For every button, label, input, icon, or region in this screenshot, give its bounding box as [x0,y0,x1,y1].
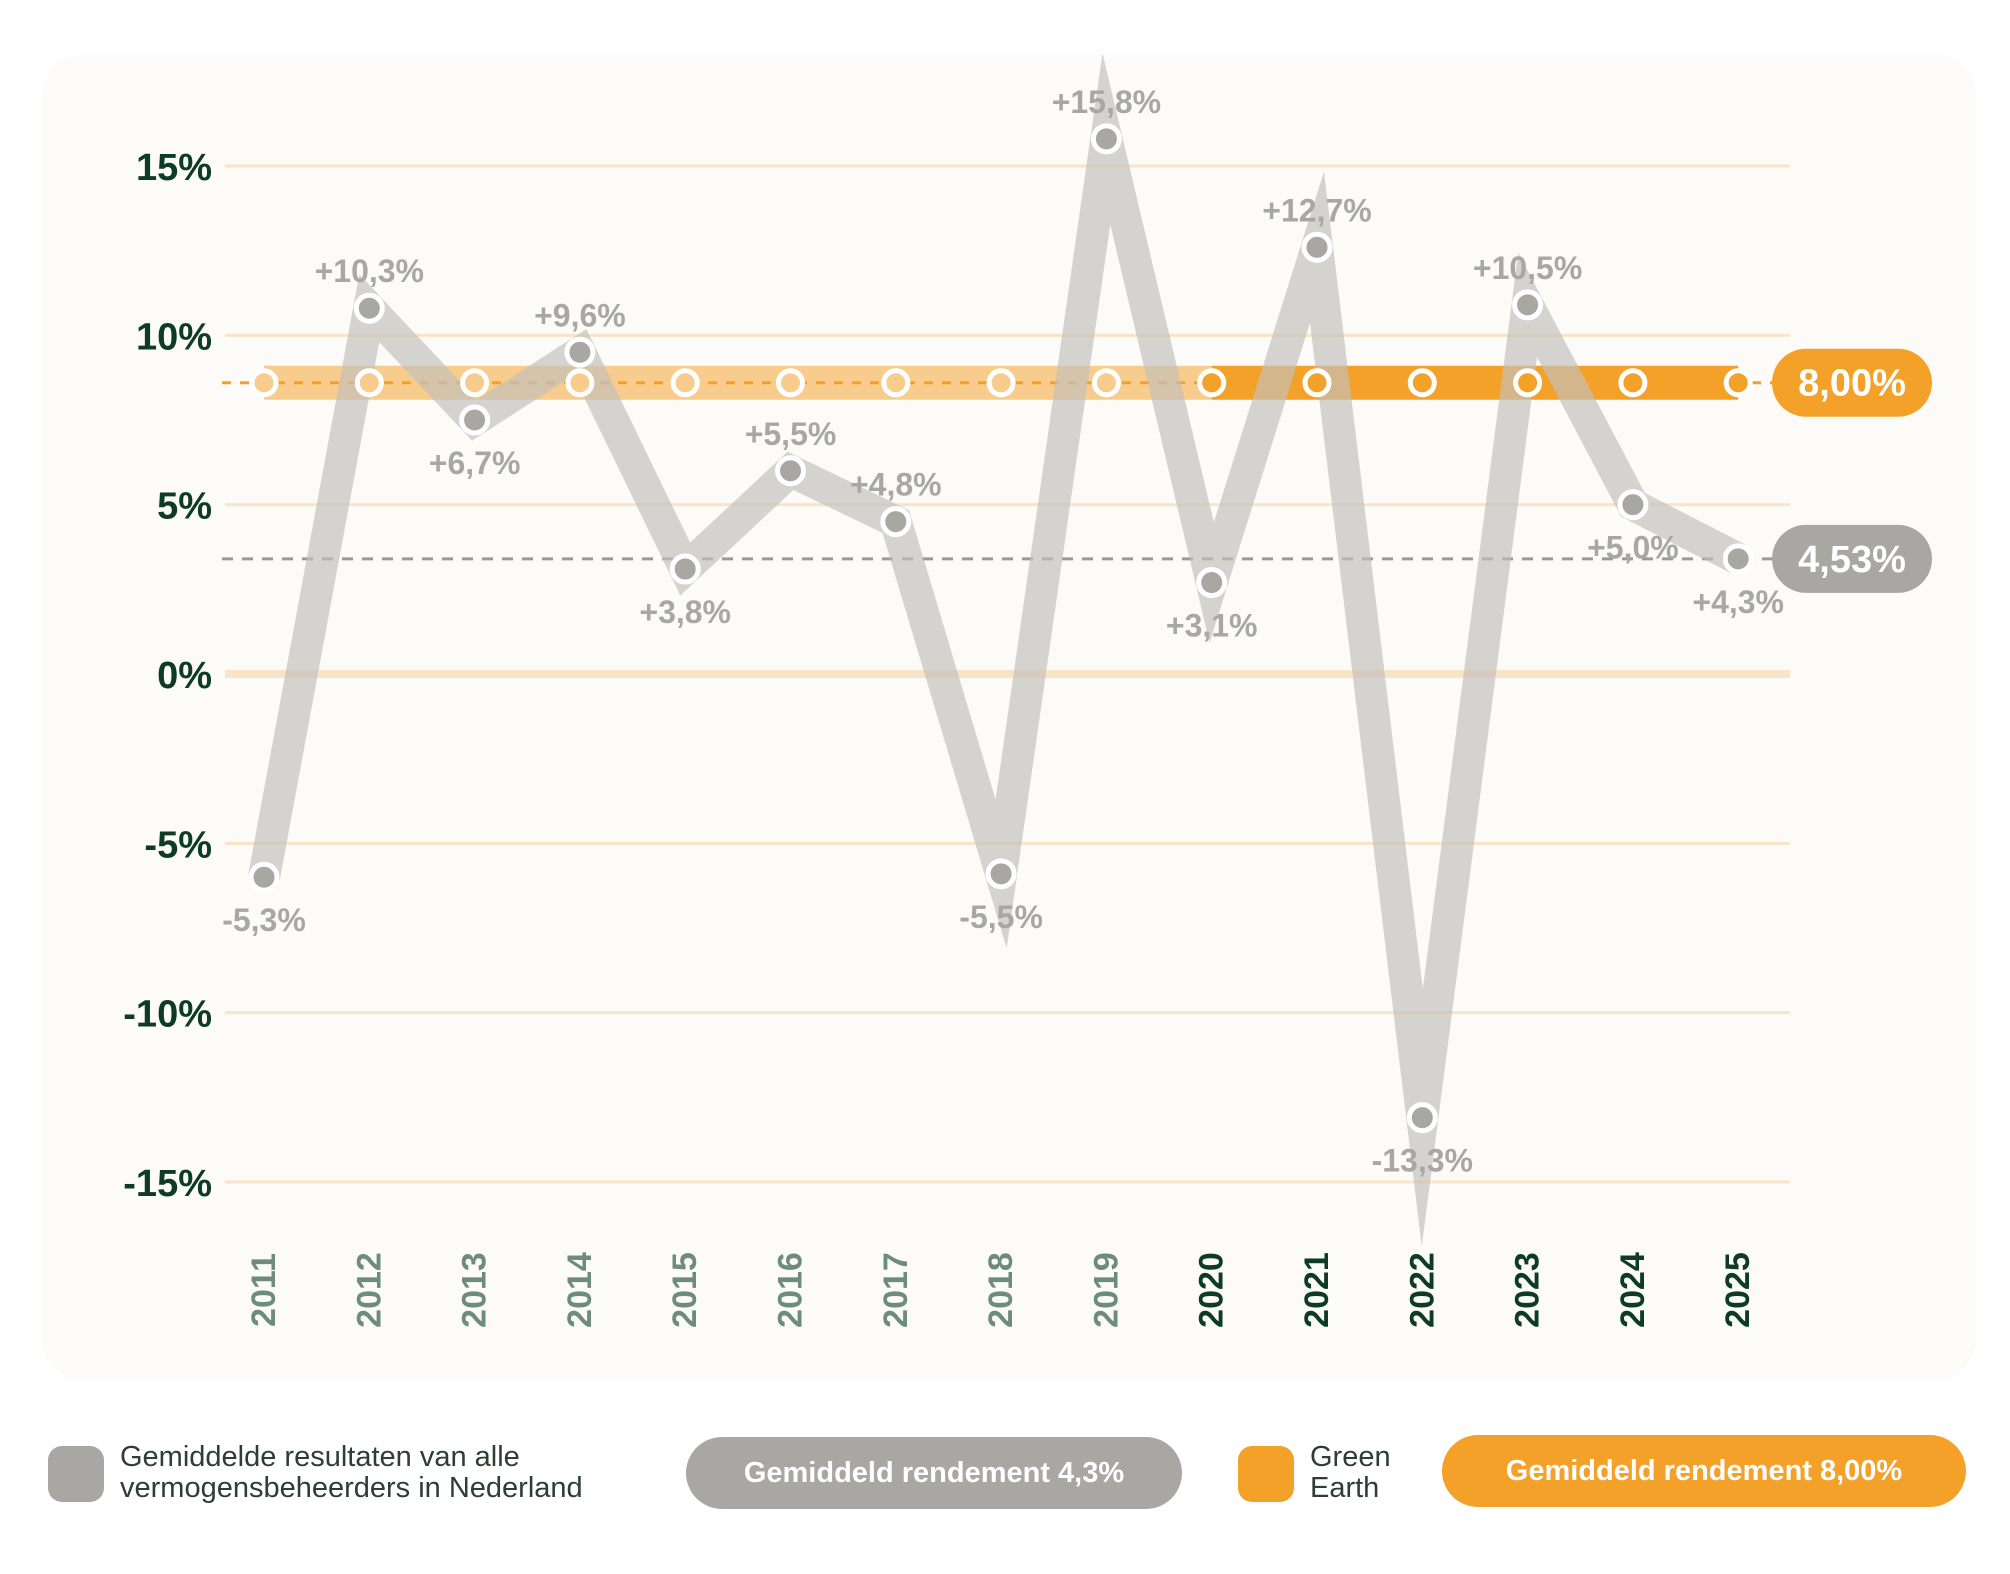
green-earth-marker [1302,368,1332,398]
legend-swatch-gray [48,1446,104,1502]
green-earth-average-pill [1772,348,1932,417]
green-earth-marker [1091,368,1121,398]
x-tick-label: 2023 [1509,1252,1547,1328]
data-point [1617,489,1649,521]
data-point [1090,123,1122,155]
x-tick-label: 2019 [1087,1252,1125,1328]
data-point [669,553,701,585]
x-tick-label: 2024 [1614,1252,1652,1328]
green-earth-marker [1618,368,1648,398]
x-tick-label: 2011 [245,1253,283,1327]
green-earth-marker [1723,368,1753,398]
data-point [880,506,912,538]
data-point [248,861,280,893]
y-tick-label: -5% [144,824,212,866]
data-label: +3,1% [1166,608,1258,644]
x-tick-label: 2022 [1403,1252,1441,1328]
data-point [1196,567,1228,599]
x-tick-label: 2021 [1298,1252,1336,1328]
green-earth-average-value: 8,00% [1798,363,1906,405]
data-label: +9,6% [534,297,626,333]
data-label: +10,3% [315,253,424,289]
data-point [775,455,806,487]
x-tick-label: 2013 [456,1252,494,1328]
data-point [1512,289,1544,321]
y-tick-label: -15% [123,1163,212,1205]
green-earth-marker [249,368,279,398]
x-tick-label: 2017 [877,1252,915,1328]
legend-swatch-orange [1238,1446,1294,1502]
green-earth-marker [1407,368,1437,398]
data-label: +5,0% [1587,530,1679,566]
x-tick-label: 2016 [772,1252,810,1328]
data-point [459,404,491,436]
overall-average-value: 4,53% [1798,539,1906,581]
data-label: -5,5% [959,899,1043,935]
y-tick-label: -10% [123,994,212,1036]
y-tick-label: 10% [136,316,212,358]
y-tick-label: 5% [157,486,212,528]
legend-label-gray: Gemiddelde resultaten van alle vermogens… [120,1441,583,1504]
y-tick-label: 0% [157,655,212,697]
x-tick-label: 2014 [561,1252,599,1328]
data-label: +4,8% [850,467,942,503]
green-earth-marker [1197,368,1227,398]
data-label: -5,3% [222,902,306,938]
x-tick-label: 2020 [1193,1252,1231,1328]
green-earth-marker [670,368,700,398]
data-point [1406,1102,1438,1134]
data-label: +10,5% [1473,250,1582,286]
data-point [564,336,596,368]
data-point [985,858,1017,890]
data-label: +4,3% [1692,584,1784,620]
x-tick-label: 2018 [982,1252,1020,1328]
data-label: +15,8% [1052,84,1161,120]
data-label: -13,3% [1372,1143,1473,1179]
green-earth-marker [460,368,490,398]
green-earth-marker [986,368,1016,398]
data-label: +12,7% [1262,192,1371,228]
green-earth-marker [881,368,911,398]
data-point [1301,231,1333,263]
green-earth-marker [354,368,384,398]
data-point [353,292,385,324]
x-tick-label: 2012 [350,1252,388,1328]
legend-label-orange: Green Earth [1310,1441,1391,1504]
y-tick-label: 15% [136,147,212,189]
overall-average-pill [1772,524,1932,593]
x-tick-label: 2015 [666,1252,704,1328]
green-earth-marker [776,368,805,398]
green-earth-marker [1513,368,1543,398]
data-label: +5,5% [745,416,837,452]
x-tick-label: 2025 [1719,1252,1757,1328]
data-label: +6,7% [429,445,521,481]
legend-pill-orange: Gemiddeld rendement 8,00% [1442,1435,1966,1507]
data-point [1722,543,1754,575]
data-label: +3,8% [639,594,731,630]
legend-pill-gray: Gemiddeld rendement 4,3% [686,1437,1182,1509]
green-earth-marker [565,368,595,398]
